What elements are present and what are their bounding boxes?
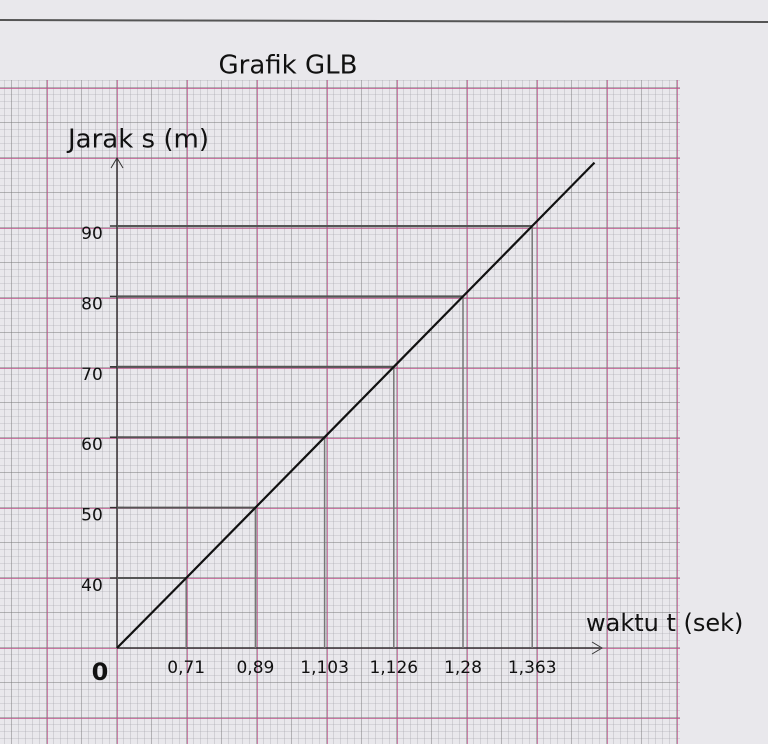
x-tick-label: 1,103 — [300, 658, 349, 678]
x-tick-label: 1,28 — [444, 658, 482, 678]
x-tick-label: 1,363 — [508, 658, 557, 678]
y-tick-label: 50 — [81, 506, 103, 526]
x-axis-arrow — [591, 641, 603, 655]
y-tick-label: 70 — [81, 365, 103, 385]
x-axis-label: waktu t (sek) — [586, 609, 743, 637]
y-tick-label: 40 — [81, 576, 103, 596]
x-tick-label: 0,89 — [236, 658, 274, 678]
x-tick-label: 0,71 — [167, 658, 205, 678]
y-axis-label: Jarak s (m) — [66, 125, 209, 155]
axes — [110, 157, 603, 655]
origin-label: 0 — [92, 658, 109, 686]
page-edge — [0, 19, 768, 23]
y-tick-label: 90 — [81, 224, 103, 244]
x-tick-label: 1,126 — [369, 658, 418, 678]
data-line — [185, 225, 533, 579]
y-tick-label: 60 — [81, 435, 103, 455]
y-axis-arrow — [110, 157, 124, 169]
trend-extension — [531, 161, 596, 227]
trend-start — [116, 577, 187, 649]
y-tick-label: 80 — [81, 294, 103, 314]
chart-title: Grafik GLB — [219, 51, 358, 81]
